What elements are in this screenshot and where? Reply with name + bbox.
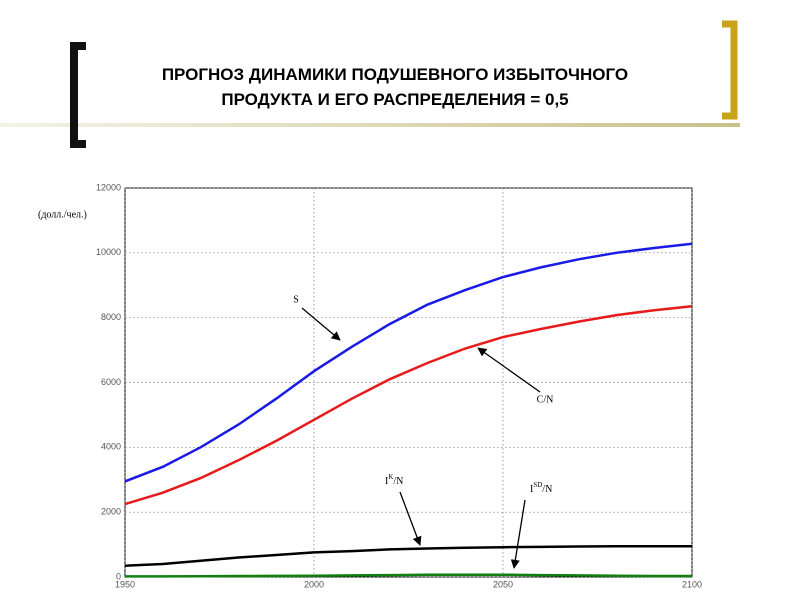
x-tick-label: 2000 — [304, 579, 324, 589]
title-line: ПРОГНОЗ ДИНАМИКИ ПОДУШЕВНОГО ИЗБЫТОЧНОГО — [161, 65, 629, 84]
series-line — [124, 305, 693, 506]
x-tick-label: 2100 — [682, 579, 702, 589]
title-line: ПРОДУКТА И ЕГО РАСПРЕДЕЛЕНИЯ = 0,5 — [221, 90, 569, 109]
arrow — [477, 347, 541, 393]
y-axis-label: (долл./чел.) — [38, 209, 87, 220]
series-line — [125, 573, 692, 578]
y-tick-label: 0 — [116, 571, 121, 581]
y-tick-label: 4000 — [101, 442, 121, 452]
y-tick-label: 12000 — [96, 182, 121, 192]
right-bracket — [722, 20, 738, 120]
title: ПРОГНОЗ ДИНАМИКИ ПОДУШЕВНОГО ИЗБЫТОЧНОГО… — [80, 62, 710, 112]
y-tick-label: 10000 — [96, 247, 121, 257]
y-tick-label: 6000 — [101, 377, 121, 387]
left-bracket — [70, 42, 86, 148]
x-tick-label: 2050 — [493, 579, 513, 589]
label-sup: K — [388, 473, 393, 481]
series-label: ISD/N — [530, 481, 552, 496]
y-tick-label: 2000 — [101, 507, 121, 517]
series-label: S — [293, 294, 299, 305]
x-tick-label: 1950 — [115, 579, 135, 589]
label-base: I — [530, 484, 533, 495]
label-base: I — [385, 476, 388, 487]
series-line — [124, 242, 693, 483]
series-label: IK/N — [385, 473, 403, 488]
arrow — [510, 499, 526, 569]
label-rest: /N — [542, 484, 552, 495]
arrow — [399, 491, 422, 546]
arrow — [301, 307, 341, 341]
series-label: C/N — [537, 394, 554, 405]
series-line — [124, 544, 692, 567]
decor-line — [0, 123, 740, 127]
y-tick-label: 8000 — [101, 312, 121, 322]
label-sup: SD — [533, 481, 542, 489]
label-rest: /N — [393, 476, 403, 487]
